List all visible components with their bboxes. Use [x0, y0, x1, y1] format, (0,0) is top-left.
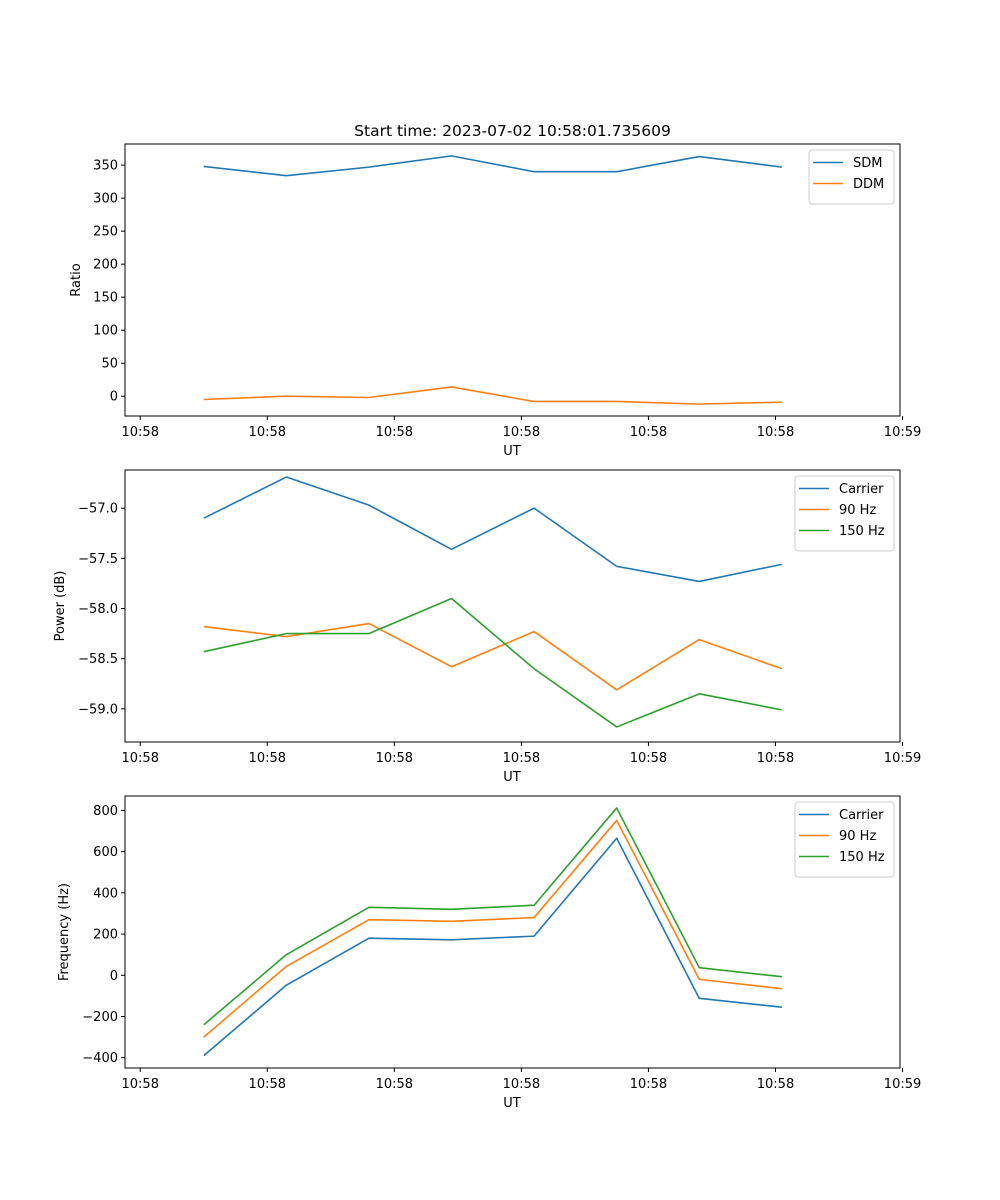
series-line-carrier: [203, 837, 782, 1057]
y-tick-label: 150: [93, 291, 118, 306]
x-tick-label: 10:58: [249, 751, 286, 766]
subplot-3: 10:58 10:58 10:58 10:58 10:58 10:58 10:59 −400 −…: [57, 795, 921, 1111]
series-line-150-hz: [203, 597, 782, 728]
series-line-ddm: [203, 386, 782, 405]
x-axis-label: UT: [503, 444, 521, 459]
y-tick-label: −57.0: [78, 502, 118, 517]
x-tick-label: 10:59: [884, 1077, 921, 1092]
x-tick-label: 10:58: [757, 425, 794, 440]
legend: SDM DDM: [808, 149, 895, 205]
series-line-150-hz: [203, 807, 782, 1026]
axes-frame: [124, 143, 901, 417]
figure-title: Start time: 2023-07-02 10:58:01.735609: [354, 122, 671, 140]
legend-box: [794, 801, 895, 878]
series-line-sdm: [203, 155, 782, 177]
y-tick-label: 800: [93, 804, 118, 819]
x-tick-label: 10:58: [376, 751, 413, 766]
x-tick-label: 10:58: [757, 1077, 794, 1092]
y-tick-label: −200: [82, 1010, 118, 1025]
legend-label-ddm: DDM: [853, 177, 884, 192]
y-tick-label: 100: [93, 324, 118, 339]
x-tick-label: 10:58: [122, 1077, 159, 1092]
x-tick-label: 10:59: [884, 425, 921, 440]
y-tick-label: 600: [93, 845, 118, 860]
y-tick-label: 350: [93, 159, 118, 174]
y-tick-label: −58.0: [78, 602, 118, 617]
y-tick-label: 50: [101, 357, 118, 372]
x-tick-label: 10:58: [630, 1077, 667, 1092]
series-line-90-hz: [203, 622, 783, 691]
y-axis-label: Ratio: [69, 263, 84, 296]
subplot-1: 10:58 10:58 10:58 10:58 10:58 10:58 10:59 0 50 10…: [69, 143, 921, 459]
y-tick-label: 200: [93, 928, 118, 943]
y-tick-label: 250: [93, 225, 118, 240]
y-axis-label: Frequency (Hz): [57, 883, 72, 981]
y-tick-label: 300: [93, 192, 118, 207]
y-tick-label: 0: [110, 969, 118, 984]
legend-label-carrier: Carrier: [839, 808, 884, 823]
legend-label-150-hz: 150 Hz: [839, 850, 885, 865]
x-tick-label: 10:58: [757, 751, 794, 766]
x-tick-label: 10:58: [503, 751, 540, 766]
x-tick-label: 10:58: [249, 425, 286, 440]
x-tick-label: 10:58: [122, 751, 159, 766]
legend-box: [794, 475, 895, 552]
legend: Carrier 90 Hz 150 Hz: [794, 475, 895, 552]
x-axis-label: UT: [503, 770, 521, 785]
series-line-carrier: [203, 476, 783, 583]
x-tick-label: 10:58: [503, 1077, 540, 1092]
x-tick-label: 10:58: [630, 751, 667, 766]
y-tick-label: −59.0: [78, 702, 118, 717]
axes-frame: [124, 469, 901, 743]
legend-label-90-hz: 90 Hz: [839, 503, 876, 518]
x-tick-label: 10:58: [376, 1077, 413, 1092]
x-tick-label: 10:58: [376, 425, 413, 440]
legend: Carrier 90 Hz 150 Hz: [794, 801, 895, 878]
x-tick-label: 10:58: [503, 425, 540, 440]
x-tick-label: 10:58: [122, 425, 159, 440]
legend-label-carrier: Carrier: [839, 482, 884, 497]
y-tick-label: 200: [93, 258, 118, 273]
axes-frame: [124, 795, 901, 1069]
subplot-2: 10:58 10:58 10:58 10:58 10:58 10:58 10:59 −59.0…: [53, 469, 921, 785]
legend-box: [808, 149, 895, 205]
series-line-90-hz: [203, 819, 782, 1038]
legend-label-sdm: SDM: [853, 156, 882, 171]
y-tick-label: −58.5: [78, 652, 118, 667]
subplots: 10:58 10:58 10:58 10:58 10:58 10:58 10:59 0 50 10…: [53, 143, 921, 1111]
y-tick-label: 0: [110, 390, 118, 405]
y-tick-label: 400: [93, 886, 118, 901]
y-tick-label: −57.5: [78, 552, 118, 567]
x-tick-label: 10:58: [249, 1077, 286, 1092]
y-axis-label: Power (dB): [53, 571, 68, 642]
x-tick-label: 10:59: [884, 751, 921, 766]
y-tick-label: −400: [82, 1051, 118, 1066]
x-tick-label: 10:58: [630, 425, 667, 440]
legend-label-90-hz: 90 Hz: [839, 829, 876, 844]
x-axis-label: UT: [503, 1096, 521, 1111]
legend-label-150-hz: 150 Hz: [839, 524, 885, 539]
